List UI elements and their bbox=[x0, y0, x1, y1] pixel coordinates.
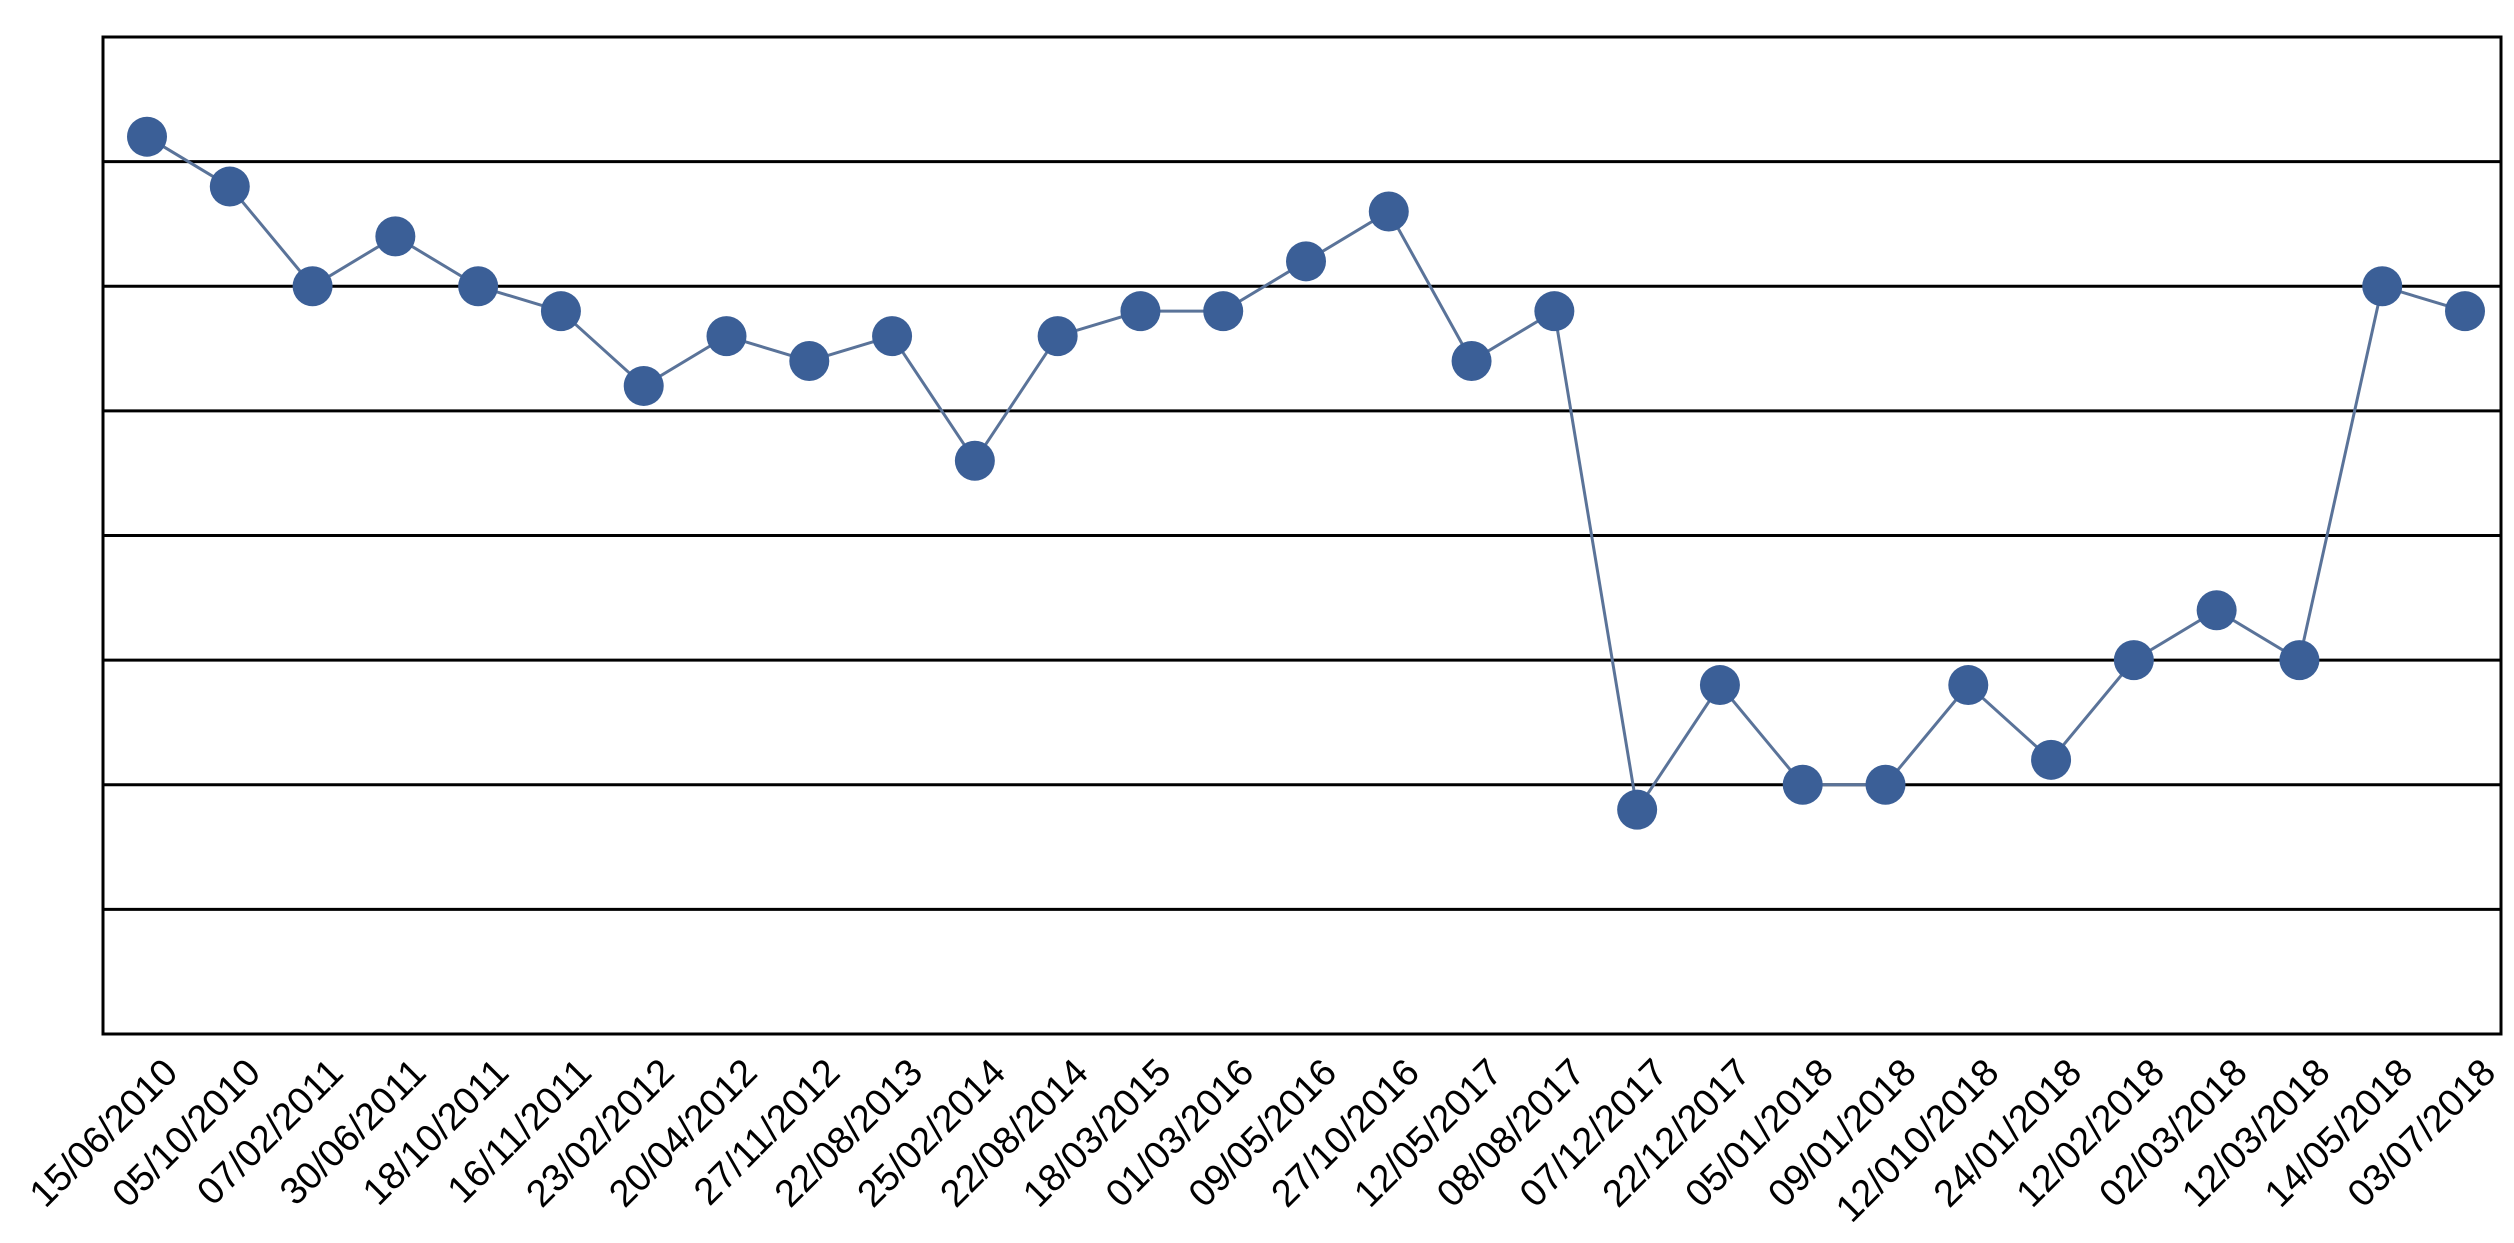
data-point-22 bbox=[1948, 665, 1989, 706]
gridlines bbox=[103, 160, 2501, 911]
data-point-14 bbox=[1286, 241, 1326, 282]
data-point-8 bbox=[789, 341, 830, 382]
data-point-10 bbox=[954, 440, 995, 481]
data-point-19 bbox=[1699, 665, 1740, 706]
data-point-21 bbox=[1865, 764, 1906, 805]
data-points bbox=[127, 116, 2485, 830]
data-point-23 bbox=[2031, 739, 2072, 780]
data-point-6 bbox=[623, 365, 664, 406]
data-point-16 bbox=[1451, 341, 1492, 382]
data-point-2 bbox=[292, 266, 333, 307]
data-point-0 bbox=[127, 116, 167, 157]
data-point-18 bbox=[1617, 789, 1658, 830]
data-point-11 bbox=[1037, 316, 1078, 357]
data-point-28 bbox=[2445, 291, 2485, 332]
data-point-20 bbox=[1782, 764, 1823, 805]
data-point-27 bbox=[2362, 266, 2403, 307]
data-point-4 bbox=[458, 266, 499, 307]
x-tick-labels: 15/06/201005/10/201007/02/201130/06/2011… bbox=[22, 1051, 2504, 1230]
data-point-25 bbox=[2196, 590, 2237, 631]
data-point-13 bbox=[1203, 291, 1244, 332]
data-point-12 bbox=[1120, 291, 1161, 332]
data-point-24 bbox=[2113, 640, 2154, 681]
data-point-7 bbox=[706, 316, 747, 357]
data-point-5 bbox=[540, 291, 581, 332]
data-point-15 bbox=[1368, 191, 1409, 232]
data-point-3 bbox=[375, 216, 416, 257]
data-point-1 bbox=[209, 166, 250, 207]
data-point-26 bbox=[2279, 640, 2320, 681]
data-point-17 bbox=[1534, 291, 1575, 332]
plot-frame bbox=[101, 35, 2503, 1036]
data-point-9 bbox=[872, 316, 913, 357]
